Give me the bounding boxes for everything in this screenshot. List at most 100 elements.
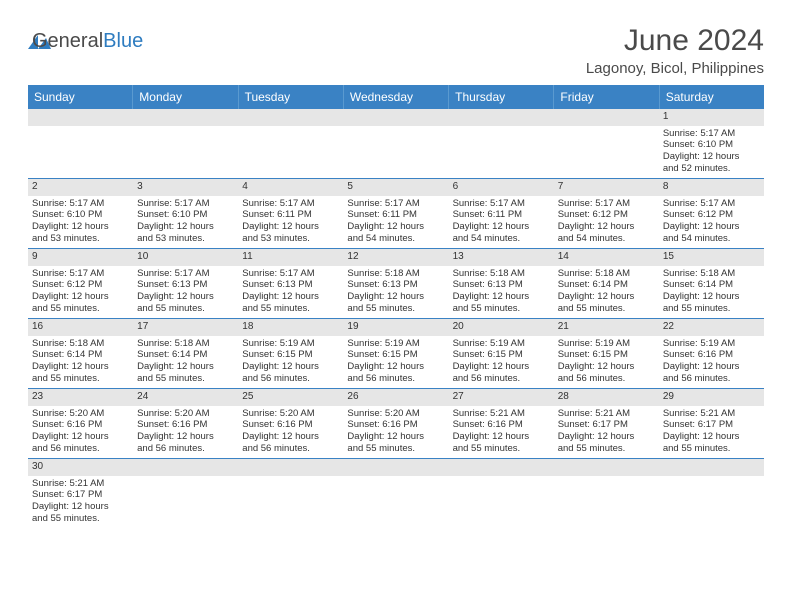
day-number: 29 xyxy=(659,389,764,406)
day-cell: 9Sunrise: 5:17 AMSunset: 6:12 PMDaylight… xyxy=(28,249,133,318)
sunrise-line: Sunrise: 5:17 AM xyxy=(137,198,234,210)
sunrise-line: Sunrise: 5:17 AM xyxy=(663,128,760,140)
sunrise-line: Sunrise: 5:21 AM xyxy=(453,408,550,420)
day-content: Sunrise: 5:21 AMSunset: 6:17 PMDaylight:… xyxy=(28,476,133,529)
day-number: 4 xyxy=(238,179,343,196)
day-cell xyxy=(238,459,343,528)
daylight-line-1: Daylight: 12 hours xyxy=(347,361,444,373)
daylight-line-2: and 55 minutes. xyxy=(558,443,655,455)
day-number: 30 xyxy=(28,459,133,476)
day-cell: 6Sunrise: 5:17 AMSunset: 6:11 PMDaylight… xyxy=(449,179,554,248)
sunrise-line: Sunrise: 5:17 AM xyxy=(453,198,550,210)
day-cell: 22Sunrise: 5:19 AMSunset: 6:16 PMDayligh… xyxy=(659,319,764,388)
day-number-empty xyxy=(133,459,238,476)
day-content: Sunrise: 5:20 AMSunset: 6:16 PMDaylight:… xyxy=(28,406,133,459)
day-cell: 2Sunrise: 5:17 AMSunset: 6:10 PMDaylight… xyxy=(28,179,133,248)
daylight-line-1: Daylight: 12 hours xyxy=(453,431,550,443)
daylight-line-1: Daylight: 12 hours xyxy=(663,221,760,233)
calendar-page: GeneralBlue June 2024 Lagonoy, Bicol, Ph… xyxy=(0,0,792,552)
day-number: 22 xyxy=(659,319,764,336)
day-cell: 17Sunrise: 5:18 AMSunset: 6:14 PMDayligh… xyxy=(133,319,238,388)
day-cell: 30Sunrise: 5:21 AMSunset: 6:17 PMDayligh… xyxy=(28,459,133,528)
day-content: Sunrise: 5:17 AMSunset: 6:11 PMDaylight:… xyxy=(343,196,448,249)
sunset-line: Sunset: 6:16 PM xyxy=(663,349,760,361)
day-cell: 5Sunrise: 5:17 AMSunset: 6:11 PMDaylight… xyxy=(343,179,448,248)
daylight-line-2: and 54 minutes. xyxy=(558,233,655,245)
sunrise-line: Sunrise: 5:20 AM xyxy=(242,408,339,420)
day-number: 16 xyxy=(28,319,133,336)
header-right: June 2024 Lagonoy, Bicol, Philippines xyxy=(586,24,764,77)
day-cell: 20Sunrise: 5:19 AMSunset: 6:15 PMDayligh… xyxy=(449,319,554,388)
daylight-line-2: and 56 minutes. xyxy=(453,373,550,385)
daylight-line-2: and 55 minutes. xyxy=(32,303,129,315)
daylight-line-1: Daylight: 12 hours xyxy=(663,291,760,303)
sunrise-line: Sunrise: 5:20 AM xyxy=(32,408,129,420)
sunrise-line: Sunrise: 5:17 AM xyxy=(32,198,129,210)
day-content: Sunrise: 5:18 AMSunset: 6:14 PMDaylight:… xyxy=(659,266,764,319)
daylight-line-1: Daylight: 12 hours xyxy=(137,431,234,443)
day-content: Sunrise: 5:19 AMSunset: 6:15 PMDaylight:… xyxy=(238,336,343,389)
day-number-empty xyxy=(554,109,659,126)
day-number: 19 xyxy=(343,319,448,336)
day-cell: 23Sunrise: 5:20 AMSunset: 6:16 PMDayligh… xyxy=(28,389,133,458)
day-cell xyxy=(343,109,448,178)
sunrise-line: Sunrise: 5:18 AM xyxy=(137,338,234,350)
sunset-line: Sunset: 6:11 PM xyxy=(453,209,550,221)
daylight-line-2: and 53 minutes. xyxy=(137,233,234,245)
day-number-empty xyxy=(238,459,343,476)
sunset-line: Sunset: 6:13 PM xyxy=(242,279,339,291)
day-cell: 26Sunrise: 5:20 AMSunset: 6:16 PMDayligh… xyxy=(343,389,448,458)
daylight-line-1: Daylight: 12 hours xyxy=(453,291,550,303)
day-number-empty xyxy=(238,109,343,126)
sunrise-line: Sunrise: 5:19 AM xyxy=(242,338,339,350)
daylight-line-2: and 55 minutes. xyxy=(242,303,339,315)
day-number: 1 xyxy=(659,109,764,126)
month-title: June 2024 xyxy=(586,24,764,58)
day-number: 17 xyxy=(133,319,238,336)
daylight-line-1: Daylight: 12 hours xyxy=(663,151,760,163)
day-number: 13 xyxy=(449,249,554,266)
sunrise-line: Sunrise: 5:21 AM xyxy=(558,408,655,420)
sunset-line: Sunset: 6:15 PM xyxy=(453,349,550,361)
sunrise-line: Sunrise: 5:17 AM xyxy=(137,268,234,280)
sunset-line: Sunset: 6:16 PM xyxy=(242,419,339,431)
day-number: 21 xyxy=(554,319,659,336)
day-content: Sunrise: 5:21 AMSunset: 6:17 PMDaylight:… xyxy=(554,406,659,459)
day-content: Sunrise: 5:17 AMSunset: 6:12 PMDaylight:… xyxy=(659,196,764,249)
day-number: 3 xyxy=(133,179,238,196)
sunrise-line: Sunrise: 5:20 AM xyxy=(347,408,444,420)
daylight-line-1: Daylight: 12 hours xyxy=(558,291,655,303)
day-cell: 12Sunrise: 5:18 AMSunset: 6:13 PMDayligh… xyxy=(343,249,448,318)
day-cell xyxy=(238,109,343,178)
day-cell: 19Sunrise: 5:19 AMSunset: 6:15 PMDayligh… xyxy=(343,319,448,388)
day-number-empty xyxy=(343,109,448,126)
sunrise-line: Sunrise: 5:18 AM xyxy=(663,268,760,280)
sunrise-line: Sunrise: 5:17 AM xyxy=(347,198,444,210)
day-cell xyxy=(133,109,238,178)
day-content: Sunrise: 5:17 AMSunset: 6:10 PMDaylight:… xyxy=(28,196,133,249)
sunset-line: Sunset: 6:12 PM xyxy=(663,209,760,221)
daylight-line-2: and 55 minutes. xyxy=(32,373,129,385)
day-content: Sunrise: 5:17 AMSunset: 6:10 PMDaylight:… xyxy=(133,196,238,249)
day-content: Sunrise: 5:17 AMSunset: 6:10 PMDaylight:… xyxy=(659,126,764,179)
sunrise-line: Sunrise: 5:21 AM xyxy=(663,408,760,420)
daylight-line-2: and 55 minutes. xyxy=(453,443,550,455)
day-number-empty xyxy=(343,459,448,476)
sunrise-line: Sunrise: 5:20 AM xyxy=(137,408,234,420)
day-content: Sunrise: 5:18 AMSunset: 6:14 PMDaylight:… xyxy=(554,266,659,319)
sunset-line: Sunset: 6:12 PM xyxy=(558,209,655,221)
sunrise-line: Sunrise: 5:17 AM xyxy=(32,268,129,280)
day-number: 20 xyxy=(449,319,554,336)
sunset-line: Sunset: 6:16 PM xyxy=(453,419,550,431)
daylight-line-1: Daylight: 12 hours xyxy=(137,361,234,373)
sunset-line: Sunset: 6:15 PM xyxy=(242,349,339,361)
day-number: 12 xyxy=(343,249,448,266)
day-number: 11 xyxy=(238,249,343,266)
daylight-line-1: Daylight: 12 hours xyxy=(347,221,444,233)
logo: GeneralBlue xyxy=(28,24,143,53)
day-number-empty xyxy=(449,109,554,126)
daylight-line-1: Daylight: 12 hours xyxy=(32,221,129,233)
day-content: Sunrise: 5:17 AMSunset: 6:13 PMDaylight:… xyxy=(238,266,343,319)
daylight-line-1: Daylight: 12 hours xyxy=(32,431,129,443)
day-number: 27 xyxy=(449,389,554,406)
